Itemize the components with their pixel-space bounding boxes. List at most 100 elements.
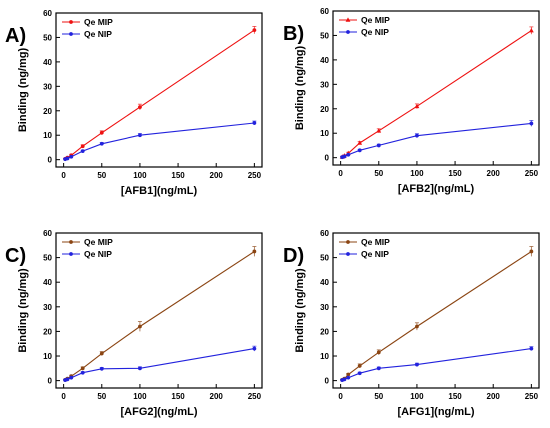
series-line bbox=[342, 122, 532, 158]
series-qe-mip bbox=[339, 26, 534, 159]
y-tick-label: 10 bbox=[43, 131, 52, 140]
y-tick-label: 50 bbox=[320, 31, 329, 40]
y-tick-label: 60 bbox=[320, 229, 329, 238]
legend-marker bbox=[346, 252, 350, 256]
y-tick-label: 50 bbox=[43, 33, 52, 42]
series-qe-nip bbox=[340, 346, 534, 383]
data-point bbox=[376, 366, 381, 371]
data-point bbox=[415, 324, 419, 329]
data-point bbox=[415, 133, 419, 138]
x-tick-label: 150 bbox=[448, 392, 462, 401]
x-tick-label: 250 bbox=[248, 171, 262, 180]
data-point bbox=[357, 363, 362, 368]
data-point bbox=[80, 149, 85, 154]
chart-panel-d: D) 0 10 20 30 40 50 60 0 50 100 150 200 250 [AFG1](ng/… bbox=[283, 229, 540, 418]
legend-entry: Qe NIP bbox=[361, 27, 389, 37]
data-point bbox=[252, 28, 257, 33]
data-point bbox=[65, 156, 70, 161]
x-tick-label: 250 bbox=[525, 169, 539, 178]
legend-marker bbox=[69, 252, 73, 256]
y-tick-label: 20 bbox=[43, 107, 52, 116]
y-tick-label: 0 bbox=[325, 154, 330, 163]
data-point bbox=[346, 375, 351, 380]
x-tick-label: 200 bbox=[210, 171, 224, 180]
legend-entry: Qe MIP bbox=[361, 237, 390, 247]
x-tick-label: 50 bbox=[97, 392, 106, 401]
legend-marker bbox=[69, 240, 73, 244]
y-tick-label: 0 bbox=[325, 377, 330, 386]
data-point bbox=[346, 372, 351, 377]
y-tick-label: 60 bbox=[320, 7, 329, 16]
data-point bbox=[252, 249, 257, 254]
legend-entry: Qe MIP bbox=[84, 237, 113, 247]
data-point bbox=[138, 133, 142, 138]
data-point bbox=[65, 377, 70, 382]
legend-entry: Qe NIP bbox=[84, 29, 112, 39]
series-line bbox=[65, 122, 255, 160]
chart-panel-c: C) 0 10 20 30 40 50 60 0 50 100 150 200 250 [AFG2](ng/… bbox=[5, 229, 263, 418]
legend-entry: Qe MIP bbox=[361, 15, 390, 25]
series-line bbox=[65, 348, 255, 381]
y-tick-label: 10 bbox=[320, 352, 329, 361]
x-tick-label: 150 bbox=[171, 392, 185, 401]
data-point bbox=[415, 362, 419, 367]
data-point bbox=[80, 144, 85, 149]
y-tick-label: 30 bbox=[43, 82, 52, 91]
legend-entry: Qe MIP bbox=[84, 17, 113, 27]
x-tick-label: 50 bbox=[374, 169, 383, 178]
y-axis-title: Binding (ng/mg) bbox=[17, 48, 29, 133]
x-tick-label: 100 bbox=[410, 392, 424, 401]
data-point bbox=[69, 154, 74, 159]
panel-label: B) bbox=[283, 23, 304, 45]
series-qe-nip bbox=[63, 120, 257, 162]
data-point bbox=[357, 140, 363, 145]
data-point bbox=[99, 351, 104, 356]
y-tick-label: 50 bbox=[43, 254, 52, 263]
data-point bbox=[376, 350, 381, 355]
series-line bbox=[64, 251, 255, 381]
y-tick-label: 60 bbox=[43, 229, 52, 238]
panel-label: C) bbox=[5, 245, 26, 267]
y-tick-label: 10 bbox=[320, 129, 329, 138]
x-tick-label: 0 bbox=[338, 392, 343, 401]
data-point bbox=[357, 371, 362, 376]
data-point bbox=[99, 141, 104, 146]
y-tick-label: 10 bbox=[43, 352, 52, 361]
data-point bbox=[99, 130, 104, 135]
legend-marker bbox=[346, 240, 350, 244]
y-tick-label: 60 bbox=[43, 9, 52, 18]
data-point bbox=[69, 375, 74, 380]
plot-frame bbox=[332, 232, 540, 389]
panel-label: A) bbox=[5, 25, 26, 47]
data-point bbox=[99, 366, 104, 371]
chart-panel-a: A) 0 10 20 30 40 50 60 0 50 100 150 200 250 [AFB1](ng/… bbox=[5, 9, 263, 197]
plot-frame bbox=[55, 12, 263, 168]
data-point bbox=[529, 346, 534, 351]
plot-frame bbox=[332, 10, 540, 166]
y-tick-label: 30 bbox=[320, 303, 329, 312]
data-point bbox=[376, 143, 381, 148]
x-tick-label: 150 bbox=[448, 169, 462, 178]
x-tick-label: 50 bbox=[374, 392, 383, 401]
x-tick-label: 0 bbox=[338, 169, 343, 178]
y-tick-label: 0 bbox=[48, 377, 53, 386]
legend: Qe MIP Qe NIP bbox=[62, 17, 113, 39]
x-tick-label: 200 bbox=[210, 392, 224, 401]
x-tick-label: 0 bbox=[61, 171, 66, 180]
x-tick-label: 250 bbox=[248, 392, 262, 401]
x-tick-label: 100 bbox=[133, 171, 147, 180]
data-point bbox=[529, 249, 534, 254]
y-tick-label: 20 bbox=[43, 327, 52, 336]
x-tick-label: 50 bbox=[97, 171, 106, 180]
x-tick-label: 100 bbox=[133, 392, 147, 401]
x-tick-label: 0 bbox=[61, 392, 66, 401]
y-tick-label: 40 bbox=[43, 58, 52, 67]
legend-entry: Qe NIP bbox=[361, 249, 389, 259]
data-point bbox=[252, 346, 257, 351]
y-tick-label: 50 bbox=[320, 254, 329, 263]
y-tick-label: 30 bbox=[320, 80, 329, 89]
x-tick-label: 150 bbox=[171, 171, 185, 180]
data-point bbox=[138, 105, 142, 110]
legend: Qe MIP Qe NIP bbox=[62, 237, 113, 259]
y-tick-label: 20 bbox=[320, 105, 329, 114]
